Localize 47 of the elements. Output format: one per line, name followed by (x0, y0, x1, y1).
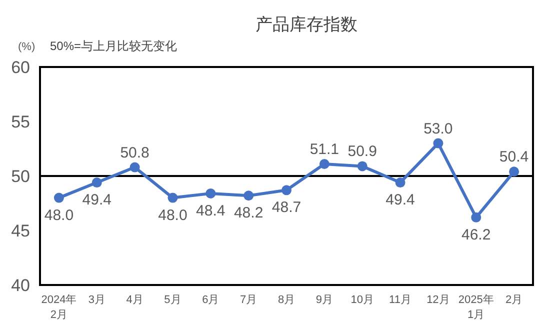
data-label: 48.4 (196, 202, 226, 220)
x-tick-label: 2025年 1月 (458, 294, 494, 321)
data-label: 50.9 (348, 143, 377, 160)
chart-title: 产品库存指数 (256, 15, 358, 34)
point (168, 192, 178, 203)
y-tick-label: 55 (11, 112, 30, 132)
point (244, 190, 254, 201)
x-tick-label: 2月 (505, 294, 523, 306)
data-label: 50.4 (499, 148, 529, 166)
point (471, 212, 482, 222)
point (130, 162, 140, 172)
x-tick-label: 12月 (426, 294, 450, 306)
y-tick-label: 45 (11, 221, 30, 240)
data-label: 50.8 (120, 144, 150, 162)
data-label: 48.0 (44, 206, 74, 224)
data-label: 46.2 (462, 226, 491, 244)
x-tick-label: 6月 (202, 294, 220, 306)
point (319, 159, 330, 170)
x-tick-label: 11月 (389, 294, 412, 306)
point (282, 185, 292, 196)
x-tick-label: 8月 (278, 294, 296, 306)
data-label: 48.0 (158, 206, 188, 224)
x-tick-label: 3月 (88, 294, 106, 306)
x-tick-label: 5月 (164, 294, 182, 306)
x-tick-label: 10月 (350, 294, 374, 306)
point (395, 178, 406, 188)
data-label: 48.7 (272, 199, 302, 216)
x-tick-label: 4月 (126, 294, 144, 306)
point (357, 161, 368, 172)
x-tick-label: 7月 (240, 294, 258, 306)
x-tick-label: 2024年 2月 (41, 294, 77, 321)
point (509, 166, 520, 177)
data-label: 49.4 (82, 192, 112, 209)
y-tick-label: 60 (11, 58, 30, 77)
data-label: 49.4 (386, 192, 415, 209)
point (433, 138, 444, 148)
point (206, 188, 216, 198)
y-tick-label: 50 (11, 166, 30, 186)
data-label: 51.1 (310, 141, 340, 158)
x-tick-label: 9月 (316, 294, 333, 306)
point (92, 178, 102, 188)
point (54, 192, 64, 203)
text: 50%=与上月比较无变化 (50, 39, 178, 53)
y-axis-title: (%) (18, 41, 36, 53)
y-tick-label: 40 (11, 276, 30, 295)
data-label: 48.2 (234, 204, 264, 222)
data-label: 53.0 (424, 120, 453, 138)
